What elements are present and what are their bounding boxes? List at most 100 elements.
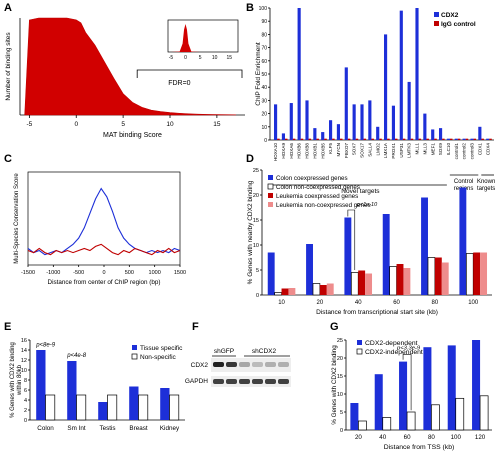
panel-b-category-label: CDX4: [485, 143, 490, 156]
panel-b-bar-cdx2: [384, 34, 388, 140]
panel-b-legend-cdx2: CDX2: [441, 12, 459, 19]
panel-b-bar-cdx2: [407, 81, 411, 140]
panel-d-legend-swatch-1: [267, 183, 274, 190]
panel-b-bar-igg: [489, 138, 492, 140]
panel-e-pvalue-1: p<4e-8: [66, 353, 87, 359]
panel-b-bar-cdx2: [478, 126, 482, 140]
panel-g-y-tick-label: 20: [337, 356, 343, 362]
panel-a-inset-tick-label: -5: [169, 55, 174, 61]
panel-e-category-label: Kidney: [160, 425, 180, 432]
panel-b-group-novel: Novel targets: [341, 188, 380, 195]
panel-e-y-label-1: % Genes with CDX2 binding: [10, 342, 16, 418]
panel-g-bar-dependent: [447, 345, 456, 430]
panel-d-bar-3: [326, 283, 334, 295]
panel-b-bar-igg: [363, 138, 367, 140]
panel-a-inset-peak: [170, 24, 230, 52]
panel-b-category-label: HOXB1: [312, 143, 317, 159]
panel-g-y-tick-label: 5: [340, 410, 343, 416]
panel-a-x-tick-label: 10: [166, 121, 174, 128]
panel-c-series-blue: [27, 187, 181, 256]
panel-letter-F: F: [192, 321, 199, 333]
panel-b-bar-cdx2: [423, 113, 427, 140]
panel-b-bar-cdx2: [368, 100, 372, 140]
panel-b-legend-swatch-igg: [434, 21, 439, 26]
panel-d-bar-1: [427, 257, 436, 296]
panel-b-bar-igg: [300, 138, 304, 140]
panel-b-group-known-1: Known: [477, 179, 495, 185]
panel-b-bar-cdx2: [454, 138, 458, 140]
panel-g-legend-0: CDX2-dependent: [365, 340, 418, 347]
panel-g-y-tick-label: 15: [337, 374, 343, 380]
panel-b-bar-cdx2: [446, 138, 450, 140]
panel-e-bar-tissue: [67, 361, 77, 420]
panel-d-bar-3: [288, 288, 296, 295]
panel-f-band-gapdh: [278, 379, 289, 384]
panel-e-y-tick-label: 4: [24, 398, 27, 404]
panel-b-bar-igg: [426, 138, 429, 140]
panel-b-bar-cdx2: [391, 105, 395, 140]
panel-b-bar-cdx2: [486, 138, 490, 140]
panel-g-pvalue: p<3.3e-9: [396, 346, 421, 352]
panel-b-bar-igg: [308, 138, 312, 140]
panel-d-bar-2: [473, 252, 481, 295]
panel-b-category-label: HOXB8: [305, 143, 310, 159]
panel-b-bar-cdx2: [289, 103, 293, 140]
panel-b-bar-cdx2: [336, 124, 340, 140]
panel-d-legend-3: Leukemia non-coexpressed genes: [276, 202, 371, 209]
panel-b-category-label: SALL4: [367, 143, 372, 157]
panel-d-legend-2: Leukemia coexpressed genes: [276, 193, 358, 200]
panel-b-category-label: LMO2: [375, 143, 380, 156]
panel-g-category-label: 120: [475, 434, 486, 441]
panel-b-bar-igg: [324, 138, 327, 140]
panel-d-legend-swatch-0: [268, 175, 273, 180]
panel-d-bar-0: [421, 197, 428, 295]
panel-g-category-label: 100: [451, 434, 462, 441]
panel-b-category-label: ILC10: [446, 143, 451, 156]
panel-b-bar-cdx2: [399, 10, 403, 141]
panel-e-category-label: Sm Int: [67, 425, 85, 432]
panel-b-bar-igg: [473, 138, 477, 140]
panel-a-x-label: MAT binding Score: [103, 132, 162, 139]
panel-g-bar-independent: [382, 417, 392, 431]
panel-g-category-label: 40: [379, 434, 386, 441]
panel-a-inset-frame: [167, 19, 239, 53]
panel-f-lane-label-shgfp: shGFP: [214, 348, 234, 355]
panel-b-bar-igg: [332, 138, 335, 140]
panel-a-x-tick-label: 5: [121, 121, 125, 128]
panel-b-bar-igg: [450, 138, 453, 140]
panel-b-y-tick-label: 0: [264, 138, 267, 144]
panel-g-legend-1: CDX2-independent: [365, 349, 423, 356]
panel-d-legend-1: Colon non-coexpressed genes: [276, 184, 360, 191]
panel-g-bar-dependent: [374, 374, 383, 430]
panel-b-y-tick-label: 40: [261, 85, 267, 91]
panel-b-category-label: MEF1: [430, 143, 435, 156]
panel-b-category-label: MYCN: [336, 143, 341, 157]
panel-b-bar-igg: [387, 138, 390, 140]
panel-d-bar-3: [365, 273, 373, 295]
panel-f-band-cdx2: [265, 362, 276, 367]
panel-e-bar-tissue: [98, 402, 108, 420]
panel-e-bar-nonspecific: [169, 394, 180, 421]
panel-e-bar-tissue: [160, 388, 170, 420]
panel-d-bar-1: [350, 272, 359, 296]
panel-d-category-label: 60: [393, 300, 400, 306]
panel-b-bar-cdx2: [281, 133, 285, 140]
panel-e-y-tick-label: 8: [24, 378, 27, 384]
panel-c-x-tick-label: -1500: [21, 270, 35, 276]
panel-b-category-label: HOXA9: [281, 143, 286, 159]
panel-b-bar-cdx2: [360, 104, 364, 140]
panel-a-fdr-label: FDR=0: [168, 80, 190, 87]
panel-d-bar-2: [319, 285, 327, 295]
panel-a-x-tick-label: 15: [213, 121, 221, 128]
panel-b-bar-igg: [379, 138, 382, 140]
panel-g-category-label: 20: [355, 434, 362, 441]
panel-e-y-tick-label: 2: [24, 408, 27, 414]
panel-b-category-label: control1: [454, 143, 459, 160]
panel-f-row-label-gapdh: GAPDH: [185, 378, 208, 385]
panel-d-bar-3: [480, 252, 488, 295]
panel-e-category-label: Breast: [129, 425, 147, 432]
panel-b-category-label: LMTK3: [407, 143, 412, 158]
panel-d-bar-1: [274, 292, 282, 296]
panel-b-y-tick-label: 100: [259, 6, 268, 12]
panel-e-bar-tissue: [36, 350, 46, 420]
